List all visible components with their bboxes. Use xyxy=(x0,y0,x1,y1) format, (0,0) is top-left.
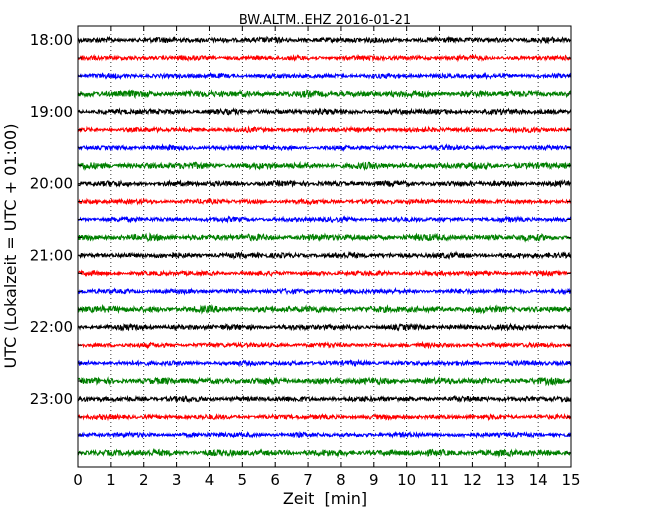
trace-2215 xyxy=(77,340,572,350)
chart-title: BW.ALTM..EHZ 2016-01-21 xyxy=(239,13,411,28)
trace-2030 xyxy=(77,215,572,224)
trace-2245 xyxy=(77,376,572,387)
y-tick-label: 22:00 xyxy=(30,318,73,336)
traces xyxy=(77,35,572,458)
trace-1900 xyxy=(77,107,572,117)
trace-2045 xyxy=(77,232,572,243)
x-tick-label: 4 xyxy=(205,471,215,489)
x-axis-label: Zeit [min] xyxy=(283,489,367,508)
trace-1830 xyxy=(77,71,572,81)
x-tick-label: 6 xyxy=(270,471,280,489)
x-tick-label: 5 xyxy=(238,471,248,489)
trace-1845 xyxy=(77,88,572,100)
trace-1800 xyxy=(77,35,572,45)
x-tick-label: 12 xyxy=(463,471,482,489)
trace-1915 xyxy=(77,125,572,134)
y-tick-label: 20:00 xyxy=(30,175,73,193)
x-tick-label: 11 xyxy=(430,471,449,489)
y-tick-label: 18:00 xyxy=(30,31,73,49)
y-tick-label: 19:00 xyxy=(30,103,73,121)
x-tick-label: 15 xyxy=(561,471,580,489)
x-tick-label: 1 xyxy=(106,471,116,489)
trace-2015 xyxy=(77,197,572,206)
trace-1945 xyxy=(77,160,572,171)
trace-2330 xyxy=(77,430,572,439)
plot-frame xyxy=(77,25,572,468)
x-tick-label: 7 xyxy=(303,471,313,489)
grid-lines xyxy=(110,26,539,467)
y-axis: 18:00 19:00 20:00 21:00 22:00 23:00 xyxy=(30,31,571,454)
trace-1930 xyxy=(77,143,572,153)
trace-2200 xyxy=(77,322,572,332)
trace-2145 xyxy=(77,303,572,315)
x-tick-label: 8 xyxy=(336,471,346,489)
trace-2230 xyxy=(77,358,572,368)
trace-2130 xyxy=(77,286,572,296)
x-axis: 0 1 2 3 4 5 6 7 8 9 10 11 12 13 14 15 xyxy=(73,26,581,489)
trace-2100 xyxy=(77,250,572,260)
x-tick-label: 14 xyxy=(529,471,548,489)
y-axis-label: UTC (Lokalzeit = UTC + 01:00) xyxy=(1,124,20,369)
x-tick-label: 0 xyxy=(73,471,83,489)
trace-2115 xyxy=(77,269,572,278)
y-tick-label: 21:00 xyxy=(30,246,73,264)
trace-2000 xyxy=(77,178,572,188)
x-tick-label: 9 xyxy=(369,471,379,489)
x-tick-label: 3 xyxy=(172,471,182,489)
x-tick-label: 13 xyxy=(496,471,515,489)
y-tick-label: 23:00 xyxy=(30,390,73,408)
trace-1815 xyxy=(77,53,572,63)
trace-2345 xyxy=(77,447,572,458)
x-tick-label: 2 xyxy=(139,471,149,489)
x-tick-label: 10 xyxy=(397,471,416,489)
trace-2300 xyxy=(77,394,572,404)
trace-2315 xyxy=(77,412,572,422)
